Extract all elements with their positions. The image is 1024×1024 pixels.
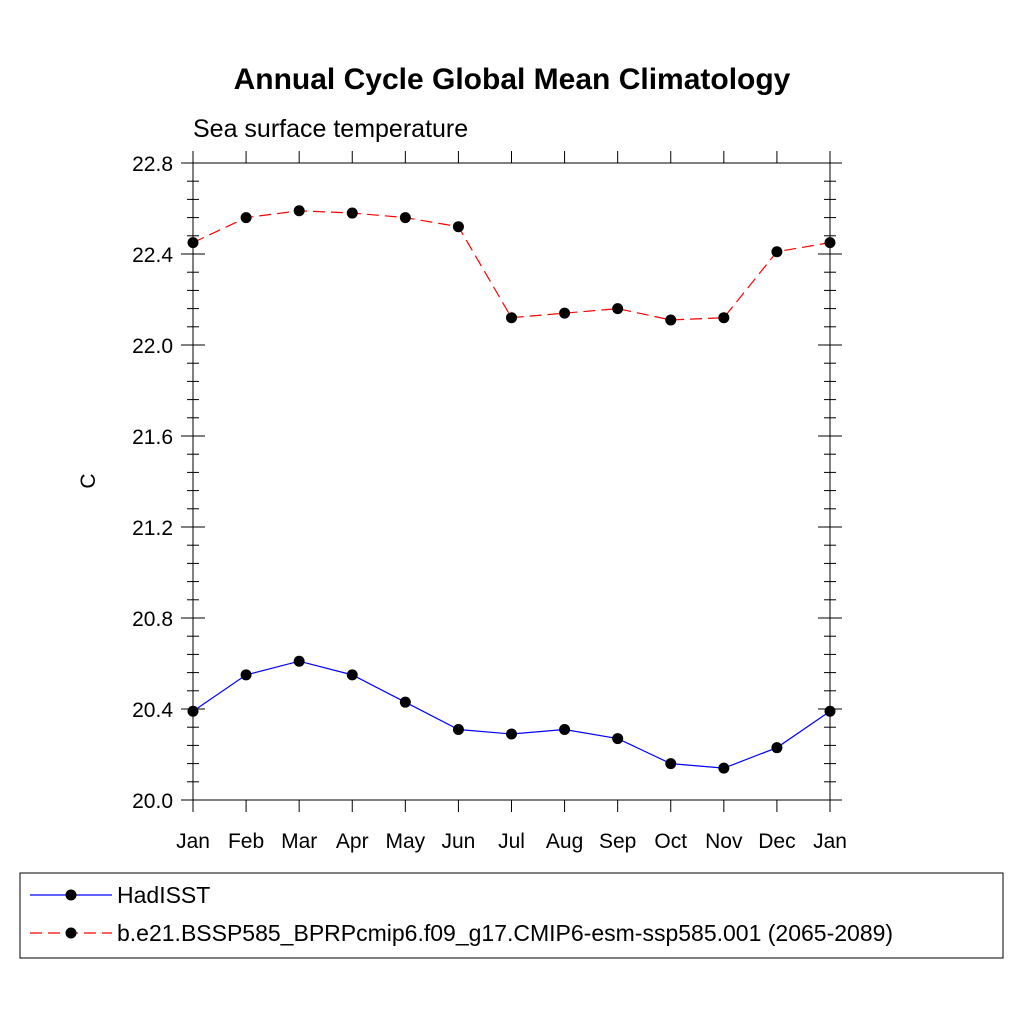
x-tick-label: Jun: [441, 830, 475, 853]
x-tick-label: Aug: [546, 830, 583, 853]
data-point: [718, 312, 730, 324]
data-point: [187, 237, 199, 249]
chart-title: Annual Cycle Global Mean Climatology: [234, 63, 791, 96]
data-point: [240, 212, 252, 224]
data-point: [559, 723, 571, 735]
data-point: [718, 762, 730, 774]
legend-marker-hadisst: [65, 889, 77, 901]
series-line-1: [192, 210, 831, 321]
x-tick-label: Jan: [813, 830, 847, 853]
x-tick-label: Oct: [654, 830, 687, 853]
y-tick-label: 22.4: [132, 244, 173, 267]
data-point: [824, 705, 836, 717]
legend-box: [19, 872, 1004, 959]
x-tick-label: Apr: [336, 830, 369, 853]
data-point: [771, 246, 783, 258]
data-point: [346, 669, 358, 681]
axis-ticks: Jan Feb Mar Apr May Jun Jul Aug Sep Oct Nov Dec Jan2…: [132, 151, 847, 853]
data-point: [452, 221, 464, 233]
x-tick-label: Sep: [599, 830, 636, 853]
data-point: [506, 312, 517, 324]
data-point: [399, 696, 411, 708]
chart-subtitle: Sea surface temperature: [193, 115, 468, 143]
data-point: [824, 237, 836, 249]
data-point: [771, 742, 783, 754]
data-point: [293, 655, 305, 667]
x-tick-label: Mar: [281, 830, 317, 853]
y-tick-label: 20.4: [132, 699, 173, 722]
data-point: [293, 205, 305, 217]
x-tick-label: Feb: [228, 830, 264, 853]
plot-frame: [192, 162, 831, 801]
x-tick-label: Jan: [176, 830, 210, 853]
data-point: [452, 723, 464, 735]
data-point: [665, 758, 677, 770]
y-tick-label: 21.2: [132, 517, 173, 540]
y-tick-label: 22.0: [132, 335, 173, 358]
legend: HadISST b.e21.BSSP585_BPRPcmip6.f09_g17.…: [19, 872, 1004, 959]
y-tick-label: 20.8: [132, 608, 173, 631]
data-point: [187, 705, 199, 717]
x-tick-label: Dec: [758, 830, 795, 853]
y-tick-label: 21.6: [132, 426, 173, 449]
series-layer: [187, 205, 836, 774]
x-tick-label: Nov: [705, 830, 743, 853]
data-point: [559, 307, 571, 319]
data-point: [399, 212, 411, 224]
data-point: [346, 207, 358, 219]
x-tick-label: May: [385, 830, 425, 853]
data-point: [506, 728, 517, 740]
legend-label-cesm: b.e21.BSSP585_BPRPcmip6.f09_g17.CMIP6-es…: [117, 920, 893, 946]
y-tick-label: 22.8: [132, 153, 173, 176]
y-tick-label: 20.0: [132, 790, 173, 813]
data-point: [665, 314, 677, 326]
data-point: [612, 303, 624, 315]
series-line-0: [192, 660, 831, 769]
legend-marker-cesm: [65, 927, 77, 939]
data-point: [240, 669, 252, 681]
legend-label-hadisst: HadISST: [117, 882, 210, 908]
data-point: [612, 733, 624, 745]
y-axis-label: C: [77, 473, 100, 488]
x-tick-label: Jul: [498, 830, 525, 853]
